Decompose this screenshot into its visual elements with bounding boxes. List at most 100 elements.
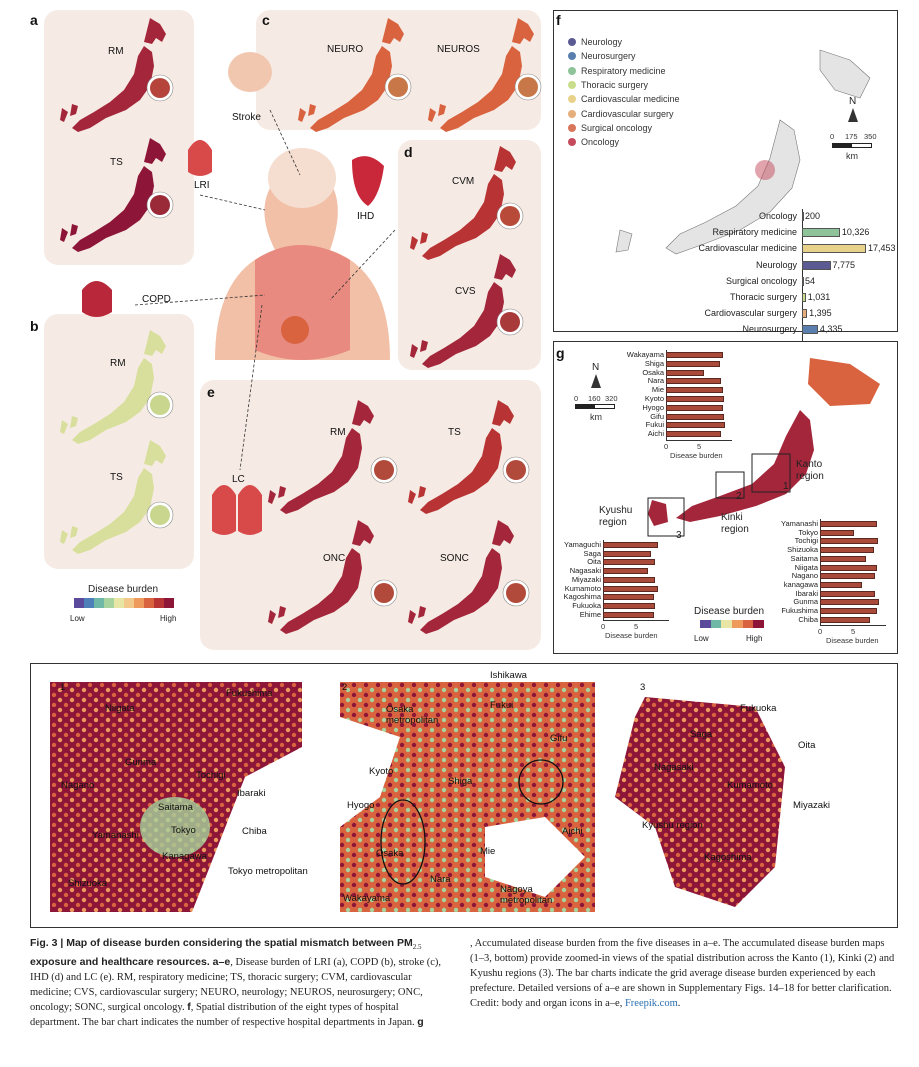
- bar-label: Aichi: [647, 429, 664, 439]
- caption-end: .: [677, 998, 681, 1009]
- map-a-rm-label: RM: [108, 46, 124, 57]
- panel-f-north: N: [849, 96, 857, 107]
- bar: [820, 564, 878, 571]
- bar: [820, 538, 879, 545]
- burden-color-6: [134, 598, 144, 608]
- bar-label: Wakayama: [626, 350, 664, 359]
- bar: [820, 581, 862, 588]
- bar: [666, 396, 725, 402]
- zoom-label: Kagoshima: [704, 852, 752, 863]
- zoom-label: Nagano: [61, 780, 95, 791]
- panel-b-letter: b: [30, 318, 39, 334]
- map-c-neuros-label: NEUROS: [437, 44, 480, 55]
- map-b-rm-label: RM: [110, 358, 126, 369]
- map-e-onc-label: ONC: [323, 553, 346, 564]
- panel-f-letter: f: [556, 12, 561, 28]
- panel-g-scale-320: 320: [605, 394, 618, 403]
- panel-f-scale-175: 175: [845, 132, 858, 141]
- panel-f-legend-item: Neurosurgery: [568, 51, 636, 61]
- panel-g-map: [647, 358, 880, 537]
- g-burden-color-0: [700, 620, 711, 628]
- zoom-label: Tochigi: [196, 770, 226, 781]
- burden-color-8: [154, 598, 164, 608]
- organ-label-lc: LC: [232, 474, 245, 485]
- bar: [820, 529, 854, 536]
- bar: [820, 590, 876, 597]
- zoom-label: Miyazaki: [793, 800, 830, 811]
- panel-g-scale-unit: km: [590, 412, 602, 422]
- zoom-label: Kyoto: [369, 766, 394, 777]
- zoom-label: Kumamoto: [727, 780, 773, 791]
- panel-f-legend-item: Cardiovascular medicine: [568, 94, 680, 104]
- panel-f-scale-0: 0: [830, 132, 835, 141]
- bar-label: Nagasaki: [569, 566, 601, 576]
- bar-value: 7,775: [832, 259, 856, 270]
- zoom-label: Yamanashi: [92, 830, 139, 841]
- bar-label: Tochigi: [794, 536, 818, 546]
- bar: [603, 550, 651, 557]
- zoom-label: Nara: [430, 874, 451, 885]
- zoom-label: Kanagawa: [162, 851, 207, 862]
- caption-g: g: [417, 1016, 424, 1029]
- bar: [820, 599, 879, 606]
- bar: [820, 547, 875, 554]
- zoom-label: Tokyo: [171, 825, 196, 836]
- bar: [802, 325, 818, 335]
- zoom-label: Gunma: [125, 757, 157, 768]
- bar: [603, 568, 648, 575]
- caption-part2: , Spatial distribution of the eight type…: [30, 1002, 418, 1029]
- panel-g-scale-bar: [575, 404, 615, 409]
- x-tick: 0: [664, 442, 669, 451]
- caption-f: f: [187, 1001, 191, 1014]
- bar-label: Tokyo: [798, 527, 818, 537]
- bar-label: Saga: [583, 548, 601, 558]
- map-a-ts-label: TS: [110, 157, 123, 168]
- x-tick: 5: [697, 442, 702, 451]
- g-burden-color-3: [732, 620, 743, 628]
- legend-dot: [568, 38, 576, 46]
- bar-label: Kagoshima: [563, 592, 601, 602]
- bar-value: 54: [805, 275, 816, 286]
- bar-label: Ehime: [579, 609, 601, 619]
- panel-c-letter: c: [262, 12, 270, 28]
- bar-label: Oita: [587, 557, 601, 567]
- legend-dot: [568, 123, 576, 132]
- zoom-label: Tokyo metropolitan: [228, 866, 308, 877]
- g-chart-xaxis: [666, 440, 732, 441]
- panel-f-north-arrow: [848, 108, 858, 122]
- bar-label: Respiratory medicine: [712, 227, 797, 238]
- panel-g-scale-0: 0: [574, 394, 579, 403]
- panel-g-legend-low: Low: [694, 634, 709, 643]
- figure-caption-left: Fig. 3 | Map of disease burden consideri…: [30, 936, 448, 1030]
- bar: [820, 521, 878, 527]
- bar: [820, 573, 876, 580]
- zoom-label: Fukushima: [226, 688, 273, 699]
- map-e-sonc-label: SONC: [440, 553, 469, 564]
- bar-label: Yamanashi: [781, 519, 818, 528]
- map-c-neuro-label: NEURO: [327, 44, 364, 55]
- bar-label: Shiga: [644, 358, 664, 368]
- bar-label: Osaka: [642, 367, 664, 377]
- map-b-ts-label: TS: [110, 472, 123, 483]
- organ-label-copd: COPD: [142, 294, 171, 305]
- legend-dot: [568, 109, 576, 118]
- bar-value: 200: [805, 211, 821, 221]
- map-e-ts-label: TS: [448, 427, 461, 438]
- bar: [820, 608, 877, 614]
- bar-label: Oncology: [758, 211, 797, 221]
- panel-g-legend-high: High: [746, 634, 763, 643]
- panel-f-legend-item: Oncology: [568, 137, 619, 147]
- panel-f-scale-unit: km: [846, 151, 858, 161]
- burden-color-9: [164, 598, 174, 608]
- zoom-maps: [50, 682, 785, 912]
- bar: [802, 244, 866, 254]
- legend-item-label: Cardiovascular surgery: [581, 108, 674, 119]
- burden-legend-title: Disease burden: [88, 584, 159, 595]
- bar: [666, 387, 724, 394]
- bar-label: Fukui: [645, 420, 664, 430]
- bar-label: Gunma: [793, 597, 818, 607]
- x-label: Disease burden: [826, 636, 879, 646]
- burden-legend-high: High: [160, 614, 177, 623]
- freepik-link[interactable]: Freepik.com: [624, 998, 678, 1009]
- x-label: Disease burden: [670, 451, 723, 460]
